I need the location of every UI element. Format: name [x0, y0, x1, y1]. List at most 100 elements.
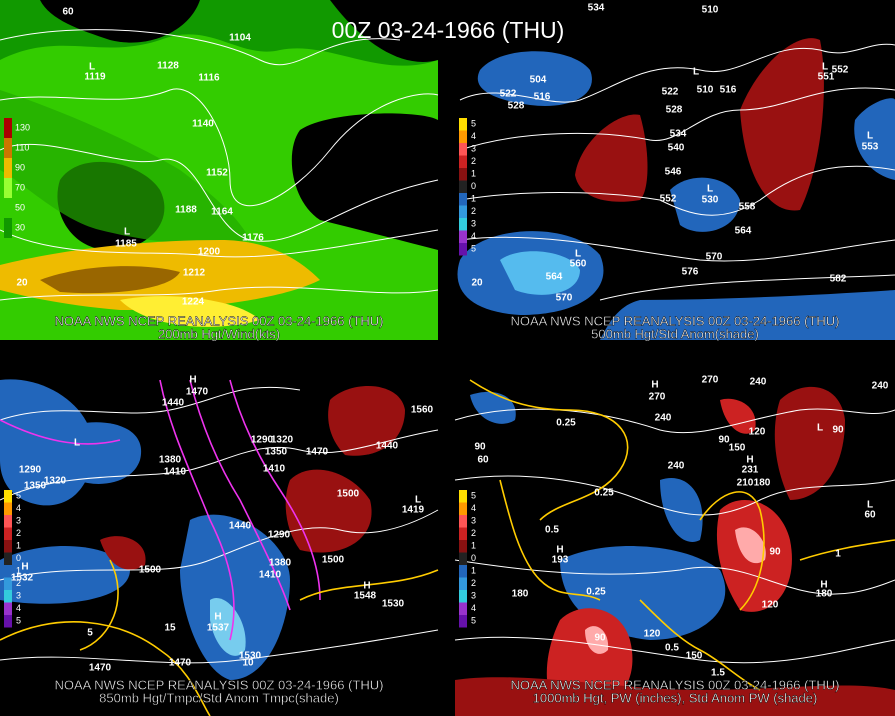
- anomaly-shade: [670, 177, 740, 232]
- colorbar-label: 110: [15, 142, 29, 152]
- contour-label: 1128: [157, 61, 179, 72]
- contour-label: 0.25: [556, 418, 576, 429]
- colorbar-label: 4: [471, 131, 476, 141]
- colorbar-swatch: [4, 565, 12, 578]
- contour-label: 1320: [44, 476, 67, 487]
- contour: [0, 88, 439, 207]
- colorbar-swatch: [459, 143, 467, 156]
- colorbar-label: 3: [471, 591, 476, 601]
- contour-label: 1188: [175, 205, 197, 216]
- contour-label: 240: [750, 377, 767, 388]
- colorbar-swatch: [4, 198, 12, 218]
- colorbar-label: 1: [16, 541, 21, 551]
- contour-label: 1.5: [711, 668, 725, 679]
- colorbar-label: 3: [471, 219, 476, 229]
- contour-label: 553: [862, 142, 879, 153]
- contour-label: 60: [477, 455, 489, 466]
- contour-label: 1152: [206, 168, 228, 179]
- anomaly-shade: [735, 527, 766, 564]
- contour-label: 1440: [162, 398, 185, 409]
- colorbar-swatch: [4, 590, 12, 603]
- colorbar-label: 70: [15, 182, 25, 192]
- contour-label: 1410: [164, 467, 187, 478]
- contour-label: 1470: [186, 387, 209, 398]
- contour: [459, 165, 895, 216]
- colorbar-label: 30: [15, 222, 25, 232]
- source-caption: NOAA NWS NCEP REANALYSIS 00Z 03-24-1966 …: [55, 677, 384, 692]
- colorbar-swatch: [459, 118, 467, 131]
- anomaly-shade: [740, 38, 824, 211]
- source-caption: NOAA NWS NCEP REANALYSIS 00Z 03-24-1966 …: [511, 313, 840, 328]
- contour-label: H: [746, 455, 753, 466]
- contour-label: 558: [739, 202, 756, 213]
- anomaly-shade: [60, 422, 142, 484]
- contour-label: 0.5: [665, 643, 679, 654]
- contour-label: 90: [594, 633, 606, 644]
- contour-label: 552: [660, 194, 677, 205]
- contour: [459, 43, 895, 103]
- temperature-contour: [299, 569, 439, 601]
- colorbar-label: 4: [471, 231, 476, 241]
- colorbar-label: 5: [471, 119, 476, 129]
- colorbar-label: 0: [471, 181, 476, 191]
- contour-label: 516: [534, 92, 551, 103]
- colorbar-swatch: [459, 540, 467, 553]
- colorbar-swatch: [459, 155, 467, 168]
- anomaly-shade: [100, 536, 146, 570]
- contour-label: 1440: [376, 441, 399, 452]
- colorbar-swatch: [4, 138, 12, 158]
- colorbar-label: 2: [16, 578, 21, 588]
- colorbar-swatch: [4, 552, 12, 565]
- colorbar-swatch: [459, 552, 467, 565]
- contour-label: 1530: [382, 599, 405, 610]
- contour-label: 1419: [402, 505, 425, 516]
- colorbar-label: 2: [471, 206, 476, 216]
- colorbar-swatch: [459, 193, 467, 206]
- contour-label: 240: [872, 381, 889, 392]
- contour-label: 1548: [354, 591, 377, 602]
- contour-label: 534: [670, 129, 687, 140]
- colorbar-swatch: [4, 502, 12, 515]
- contour-label: 1500: [139, 565, 162, 576]
- colorbar-swatch: [459, 490, 467, 503]
- colorbar-label: 5: [471, 616, 476, 626]
- panel-caption: 1000mb Hgt, PW (inches), Std Anom PW (sh…: [533, 690, 818, 705]
- contour-label: 270: [702, 375, 719, 386]
- wind-shade: [0, 90, 250, 245]
- wind-shade: [120, 296, 260, 327]
- contour-label: 1164: [211, 207, 233, 218]
- colorbar-swatch: [459, 502, 467, 515]
- contour-label: 530: [702, 195, 719, 206]
- contour: [454, 475, 895, 516]
- colorbar-swatch: [4, 490, 12, 503]
- anomaly-shade: [720, 398, 756, 434]
- contour-label: 564: [546, 272, 563, 283]
- contour-label: H: [651, 380, 658, 391]
- contour-label: 180: [816, 589, 833, 600]
- pw-contour: [469, 379, 629, 521]
- contour-label: 1176: [242, 233, 264, 244]
- temperature-contour: [0, 621, 211, 716]
- source-caption: NOAA NWS NCEP REANALYSIS 00Z 03-24-1966 …: [511, 677, 840, 692]
- contour-label: 1410: [263, 464, 286, 475]
- contour-label: 510: [697, 85, 714, 96]
- colorbar-label: 4: [16, 603, 21, 613]
- contour-label: 1530: [239, 651, 262, 662]
- contour-label: 1290: [268, 530, 291, 541]
- panel-200mb: [0, 0, 439, 340]
- contour-label: 1560: [411, 405, 434, 416]
- colorbar-swatch: [4, 178, 12, 198]
- contour-label: 193: [552, 555, 569, 566]
- contour: [0, 629, 439, 664]
- contour: [459, 236, 895, 262]
- contour-label: L: [693, 67, 699, 78]
- contour: [454, 559, 895, 595]
- colorbar-label: 4: [471, 603, 476, 613]
- contour: [0, 286, 439, 301]
- colorbar-label: 4: [16, 503, 21, 513]
- colorbar-swatch: [459, 602, 467, 615]
- colorbar-swatch: [459, 218, 467, 231]
- colorbar-swatch: [4, 602, 12, 615]
- colorbar-swatch: [459, 130, 467, 143]
- colorbar-label: 0: [16, 553, 21, 563]
